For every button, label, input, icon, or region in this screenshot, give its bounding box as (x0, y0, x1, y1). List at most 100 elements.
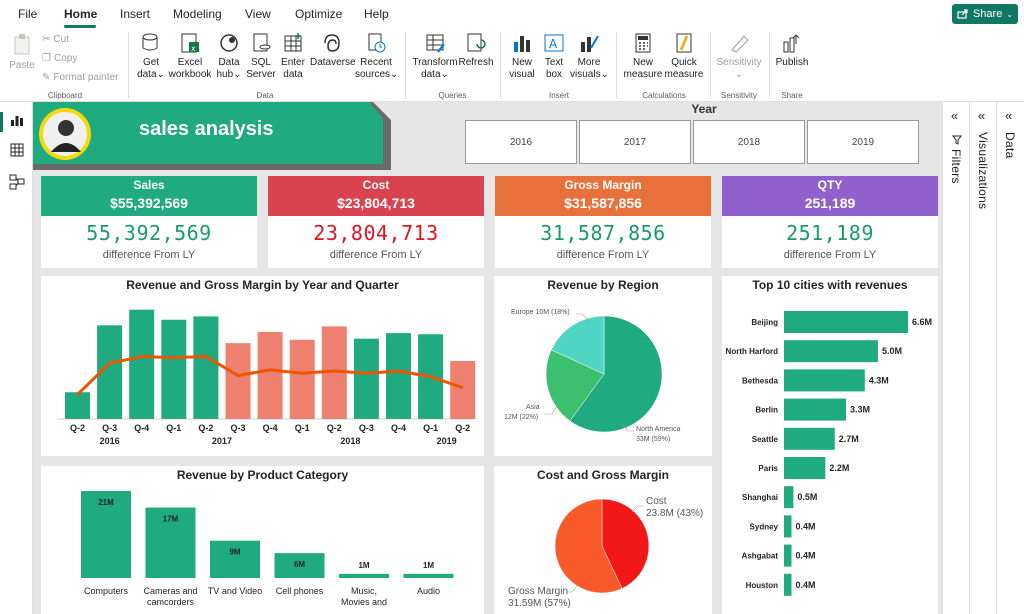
share-button[interactable]: Share ⌄ (952, 4, 1018, 24)
revenue-bar[interactable] (386, 333, 411, 419)
excel-workbook-button[interactable]: x Excel workbook (168, 32, 212, 81)
double-chevron-left-icon[interactable]: « (1005, 108, 1013, 123)
table-view-icon[interactable] (10, 143, 24, 157)
menu-home[interactable]: Home (64, 7, 98, 21)
pie-slice-north-america[interactable] (569, 315, 663, 433)
get-data-button[interactable]: Get data⌄ (133, 32, 169, 81)
transform-data-button[interactable]: Transform data⌄ (412, 32, 458, 81)
publish-button[interactable]: Publish (775, 32, 809, 69)
city-bar[interactable] (784, 427, 835, 450)
kpi-card-qty[interactable]: QTY 251,189 251,189 difference From LY (722, 176, 938, 268)
revenue-bar[interactable] (450, 361, 476, 419)
city-bar[interactable] (784, 544, 792, 567)
year-2019-button[interactable]: 2019 (807, 120, 919, 164)
category-tick-label: Computers (84, 586, 129, 596)
new-visual-button[interactable]: New visual (506, 32, 538, 81)
pie-label-margin-value: 31.59M (57%) (508, 598, 571, 609)
leader-line (631, 505, 644, 513)
cut-button[interactable]: ✂ Cut (42, 34, 69, 45)
format-painter-button[interactable]: ✎ Format painter (42, 72, 118, 83)
category-bar[interactable] (145, 507, 196, 578)
visualizations-pane[interactable]: « Visualizations (969, 102, 996, 614)
city-bar[interactable] (784, 573, 792, 596)
data-hub-label-1: Data (218, 57, 240, 68)
category-bar[interactable] (403, 573, 454, 578)
city-bar[interactable] (784, 340, 878, 363)
menu-insert[interactable]: Insert (120, 7, 151, 21)
revenue-bar[interactable] (289, 339, 315, 419)
sensitivity-button[interactable]: Sensitivity ⌄ (714, 32, 764, 81)
leader-line (566, 583, 579, 593)
menu-optimize[interactable]: Optimize (295, 7, 343, 21)
revenue-region-chart[interactable]: Revenue by Region Europe 10M (18%) Asia 12… (494, 276, 712, 456)
city-label: Beijing (751, 318, 778, 327)
revenue-bar[interactable] (257, 332, 283, 419)
city-bar[interactable] (784, 311, 908, 333)
menu-file[interactable]: File (18, 7, 38, 21)
menu-modeling[interactable]: Modeling (173, 7, 222, 21)
kpi-card-gross-margin[interactable]: Gross Margin $31,587,856 31,587,856 differe… (495, 176, 711, 268)
double-chevron-left-icon[interactable]: « (951, 108, 959, 123)
group-clipboard: Clipboard (47, 91, 83, 100)
kpi-big-value: 251,189 (786, 221, 874, 245)
kpi-label: Cost (362, 178, 390, 192)
enter-data-button[interactable]: Enter data (278, 32, 308, 81)
kpi-value: 251,189 (804, 195, 856, 211)
year-2016-button[interactable]: 2016 (465, 120, 577, 164)
revenue-bar[interactable] (161, 319, 187, 419)
top-cities-chart[interactable]: Top 10 cities with revenues Beijing 6.6M N… (722, 276, 938, 614)
more-visuals-button[interactable]: More visuals⌄ (570, 32, 609, 81)
refresh-button[interactable]: Refresh (458, 32, 494, 69)
city-bar[interactable] (784, 457, 826, 479)
filters-pane[interactable]: « Filters (942, 102, 969, 614)
city-bar[interactable] (784, 369, 865, 392)
pie-slice-gross-margin[interactable] (554, 498, 623, 594)
new-measure-button[interactable]: New measure (622, 32, 664, 81)
menu-view[interactable]: View (245, 7, 271, 21)
pie-slice-europe[interactable] (550, 315, 605, 375)
year-2017-button[interactable]: 2017 (579, 120, 691, 164)
cost-margin-chart[interactable]: Cost and Gross Margin Cost 23.8M (43%) Gro… (494, 466, 712, 614)
city-bar[interactable] (784, 515, 792, 538)
dataverse-label: Dataverse (310, 57, 356, 68)
recent-sources-button[interactable]: Recent sources⌄ (355, 32, 398, 81)
pie-label-cost-value: 23.8M (43%) (646, 508, 703, 519)
revenue-bar[interactable] (129, 309, 155, 419)
paste-button[interactable]: Paste (8, 32, 36, 72)
pie-slice-asia[interactable] (545, 349, 605, 422)
menu-help[interactable]: Help (364, 7, 389, 21)
kpi-card-cost[interactable]: Cost $23,804,713 23,804,713 difference From… (268, 176, 484, 268)
category-bar[interactable] (339, 573, 389, 578)
city-bar[interactable] (784, 486, 794, 509)
sql-server-button[interactable]: SQL Server (246, 32, 276, 81)
gross-margin-line[interactable] (76, 355, 464, 396)
model-view-icon[interactable] (9, 174, 25, 190)
category-bar[interactable] (81, 491, 131, 578)
data-label: Data (1003, 132, 1017, 159)
kpi-card-sales[interactable]: Sales $55,392,569 55,392,569 difference Fro… (41, 176, 257, 268)
kpi-header: Cost $23,804,713 (268, 176, 484, 216)
city-bar[interactable] (784, 398, 846, 421)
copy-button[interactable]: ❐ Copy (42, 53, 77, 64)
data-pane[interactable]: « Data (996, 102, 1024, 614)
revenue-bar[interactable] (193, 316, 219, 419)
product-category-chart[interactable]: Revenue by Product Category 21M Computers… (41, 466, 484, 614)
category-bar[interactable] (210, 540, 260, 578)
quick-measure-button[interactable]: Quick measure (664, 32, 704, 81)
category-bar[interactable] (274, 553, 325, 578)
revenue-bar[interactable] (65, 392, 90, 419)
revenue-bar[interactable] (225, 343, 251, 419)
double-chevron-left-icon[interactable]: « (978, 108, 986, 123)
revenue-bar[interactable] (353, 338, 379, 419)
revenue-margin-chart[interactable]: Revenue and Gross Margin by Year and Qua… (41, 276, 484, 456)
new-visual-label-2: visual (509, 69, 535, 80)
data-hub-icon (218, 32, 240, 54)
report-view-icon[interactable] (10, 113, 24, 127)
year-2018-button[interactable]: 2018 (693, 120, 805, 164)
data-hub-button[interactable]: Data hub⌄ (214, 32, 244, 81)
city-label: Bethesda (742, 376, 779, 385)
pie-slice-cost[interactable] (601, 498, 650, 589)
cut-icon: ✂ (42, 34, 51, 45)
dataverse-button[interactable]: Dataverse (310, 32, 356, 69)
text-box-button[interactable]: A Text box (540, 32, 568, 81)
